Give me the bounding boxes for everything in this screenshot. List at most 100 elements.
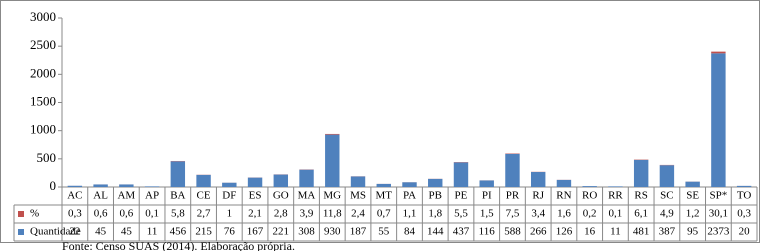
x-tick-label: RS <box>634 190 647 202</box>
x-tick-label: PB <box>429 190 442 202</box>
table-cell: 0,3 <box>737 208 751 220</box>
y-tick-label: 1500 <box>30 93 56 108</box>
x-tick-label: TO <box>737 190 752 202</box>
table-cell: 3,9 <box>300 208 314 220</box>
table-cell: 76 <box>224 226 236 238</box>
x-tick-label: ES <box>249 190 262 202</box>
legend-swatch <box>18 211 24 217</box>
bar <box>119 184 134 187</box>
bar <box>453 162 469 187</box>
x-tick-label: PR <box>506 190 520 202</box>
x-tick-label: MA <box>298 190 316 202</box>
table-cell: 437 <box>453 226 470 238</box>
bar <box>325 134 340 187</box>
bar <box>608 186 623 187</box>
bar <box>67 185 83 187</box>
legend-swatch <box>18 229 24 235</box>
bar <box>93 184 108 187</box>
table-cell: 45 <box>95 226 107 238</box>
x-tick-label: RO <box>582 190 597 202</box>
table-cell: 266 <box>530 226 547 238</box>
y-tick-label: 500 <box>37 150 57 165</box>
y-tick-label: 2500 <box>30 37 56 52</box>
bar <box>247 177 263 187</box>
y-tick-label: 1000 <box>30 122 56 137</box>
table-cell: 5,5 <box>454 208 468 220</box>
table-cell: 11 <box>147 226 158 238</box>
bar <box>633 159 649 187</box>
bar <box>479 180 494 187</box>
table-cell: 11 <box>610 226 621 238</box>
table-cell: 308 <box>298 226 315 238</box>
bar <box>428 178 443 187</box>
x-tick-label: CE <box>197 190 211 202</box>
x-tick-label: SE <box>686 190 699 202</box>
table-cell: 456 <box>170 226 187 238</box>
table-cell: 0,7 <box>377 208 391 220</box>
x-tick-label: PA <box>403 190 416 202</box>
table-cell: 1,6 <box>557 208 571 220</box>
x-tick-label: GO <box>273 190 289 202</box>
table-cell: 187 <box>350 226 367 238</box>
table-cell: 387 <box>659 226 676 238</box>
x-tick-label: AC <box>67 190 82 202</box>
table-cell: 215 <box>195 226 212 238</box>
table-cell: 2,4 <box>351 208 365 220</box>
bar <box>659 165 675 187</box>
table-cell: 0,2 <box>583 208 597 220</box>
table-cell: 22 <box>69 226 80 238</box>
table-cell: 1,8 <box>428 208 442 220</box>
table-cell: 4,9 <box>660 208 674 220</box>
bar <box>196 174 211 187</box>
x-tick-label: SC <box>660 190 673 202</box>
table-cell: 7,5 <box>506 208 520 220</box>
x-tick-label: MT <box>376 190 393 202</box>
table-cell: 588 <box>504 226 521 238</box>
bar <box>505 153 520 187</box>
table-cell: 2,1 <box>248 208 262 220</box>
bar <box>711 53 726 187</box>
bar <box>736 185 752 187</box>
table-cell: 0,1 <box>145 208 159 220</box>
x-tick-label: SP* <box>710 190 728 202</box>
table-cell: 2373 <box>707 226 730 238</box>
y-tick-label: 3000 <box>30 9 56 24</box>
table-cell: 5,8 <box>171 208 185 220</box>
table-cell: 144 <box>427 226 444 238</box>
x-tick-label: BA <box>170 190 185 202</box>
bar <box>170 161 186 187</box>
table-cell: 30,1 <box>709 208 728 220</box>
table-cell: 6,1 <box>634 208 648 220</box>
table-cell: 20 <box>739 226 751 238</box>
x-tick-label: RN <box>556 190 571 202</box>
table-cell: 1,5 <box>480 208 494 220</box>
bar <box>350 176 366 187</box>
table-cell: 116 <box>479 226 496 238</box>
source-note: Fonte: Censo SUAS (2014). Elaboração pró… <box>62 239 295 251</box>
x-tick-label: AL <box>93 190 108 202</box>
y-tick-label: 2000 <box>30 65 56 80</box>
table-cell: 221 <box>273 226 290 238</box>
x-tick-label: PI <box>482 190 492 202</box>
table-cell: 1 <box>227 208 233 220</box>
bar <box>325 133 340 135</box>
bar <box>222 182 237 187</box>
table-cell: 45 <box>121 226 133 238</box>
table-cell: 126 <box>556 226 573 238</box>
x-tick-label: MG <box>323 190 341 202</box>
x-tick-label: RJ <box>532 190 544 202</box>
table-cell: 0,3 <box>68 208 82 220</box>
table-cell: 1,1 <box>403 208 417 220</box>
table-cell: 84 <box>404 226 416 238</box>
y-tick-label: 0 <box>50 178 57 193</box>
x-tick-label: PE <box>455 190 468 202</box>
bar <box>376 183 391 187</box>
bar <box>711 51 726 54</box>
x-tick-label: AM <box>117 190 135 202</box>
table-cell: 0,6 <box>119 208 133 220</box>
chart-frame <box>0 0 760 243</box>
table-cell: 16 <box>584 226 596 238</box>
table-cell: 167 <box>247 226 264 238</box>
bar <box>273 174 289 187</box>
table-cell: 95 <box>687 226 699 238</box>
